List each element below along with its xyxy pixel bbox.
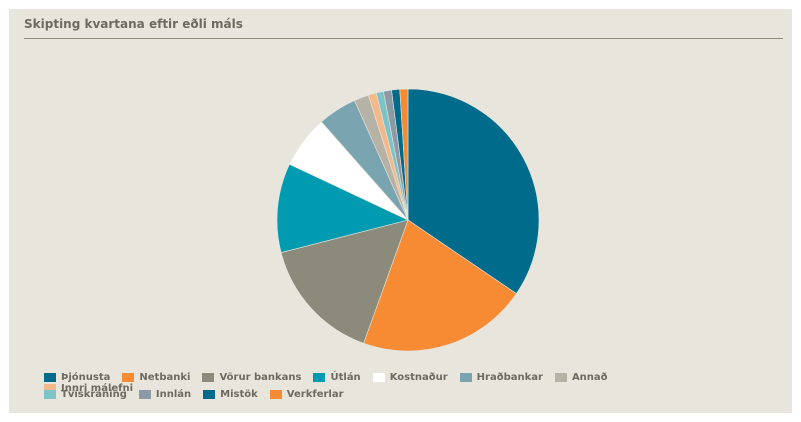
legend-item[interactable]: Vörur bankans xyxy=(202,372,301,383)
legend-row: Tvískráning Innlán Mistök Verkferlar xyxy=(44,387,704,402)
legend-label: Útlán xyxy=(330,372,361,383)
legend-swatch xyxy=(44,373,56,382)
legend-swatch xyxy=(44,390,56,399)
legend-swatch xyxy=(372,373,385,382)
legend-item[interactable]: Kostnaður xyxy=(372,372,448,383)
chart-title: Skipting kvartana eftir eðli máls xyxy=(24,17,243,31)
pie-slice-1[interactable] xyxy=(363,219,517,352)
legend-label: Innri málefni xyxy=(61,383,134,394)
legend-item[interactable]: Annað xyxy=(554,372,608,383)
legend-swatch xyxy=(203,390,216,399)
legend-label: Kostnaður xyxy=(389,372,448,383)
legend-row: Þjónusta Netbanki Vörur bankans Útlán Kostna… xyxy=(44,372,704,394)
legend-label: Innlán xyxy=(155,389,192,400)
legend-label: Þjónusta xyxy=(61,372,111,383)
pie-slice-0[interactable] xyxy=(407,88,540,295)
legend-swatch xyxy=(269,390,282,399)
legend-swatch xyxy=(202,373,215,382)
legend-label: Vörur bankans xyxy=(219,372,302,383)
legend-label: Hraðbankar xyxy=(476,372,543,383)
title-divider xyxy=(24,38,783,39)
legend-item[interactable]: Þjónusta xyxy=(44,372,110,383)
legend-item[interactable]: Hraðbankar xyxy=(459,372,543,383)
pie-slice-2[interactable] xyxy=(280,219,409,344)
legend-item[interactable]: Netbanki xyxy=(122,372,190,383)
legend-swatch xyxy=(44,384,56,393)
legend-item[interactable]: Útlán xyxy=(313,372,361,383)
legend-swatch xyxy=(138,390,151,399)
legend-swatch xyxy=(554,373,567,382)
legend-label: Netbanki xyxy=(139,372,191,383)
legend-label: Verkferlar xyxy=(286,389,344,400)
legend-item[interactable]: Verkferlar xyxy=(269,389,344,400)
legend-label: Annað xyxy=(571,372,608,383)
pie-slice-3[interactable] xyxy=(276,163,409,253)
pie-slice-11[interactable] xyxy=(399,88,409,221)
legend-item[interactable]: Tvískráning xyxy=(44,389,127,400)
legend-label: Mistök xyxy=(220,389,258,400)
legend-swatch xyxy=(459,373,472,382)
legend-item[interactable]: Innri málefni xyxy=(44,383,133,394)
legend-swatch xyxy=(313,373,326,382)
legend-item[interactable]: Innlán xyxy=(138,389,192,400)
legend-label: Tvískráning xyxy=(61,389,127,400)
chart-legend: Þjónusta Netbanki Vörur bankans Útlán Kostna… xyxy=(44,372,704,402)
legend-item[interactable]: Mistök xyxy=(203,389,258,400)
legend-swatch xyxy=(122,373,135,382)
